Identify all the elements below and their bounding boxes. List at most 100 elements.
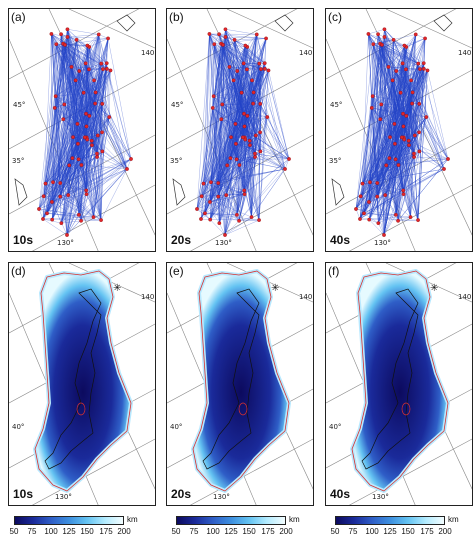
station-marker — [75, 122, 80, 126]
resolution-map — [167, 263, 313, 505]
raypath-line — [368, 33, 407, 48]
station-marker — [391, 37, 396, 42]
station-marker — [208, 200, 212, 204]
lat-label: 35° — [12, 157, 25, 165]
raypath-line — [392, 69, 407, 81]
raypath-line — [204, 213, 260, 221]
raypath-line — [203, 80, 234, 184]
raypath-line — [51, 33, 62, 224]
raypath-line — [243, 34, 257, 64]
colorbar: km 50 75 100 125 150 175 200 — [331, 515, 461, 544]
raypath-line — [404, 38, 426, 46]
colorbar-tick: 100 — [44, 527, 58, 536]
station-marker — [367, 200, 371, 204]
station-marker — [210, 106, 215, 110]
raypath-line — [377, 63, 424, 197]
station-marker — [229, 135, 233, 140]
station-marker — [85, 43, 90, 48]
station-marker — [216, 194, 221, 199]
raypath-line — [51, 33, 64, 120]
station-marker — [76, 141, 80, 146]
station-marker — [54, 42, 59, 47]
raypath-line — [88, 69, 93, 146]
raypath-line — [210, 182, 220, 224]
raypath-line — [42, 218, 68, 236]
raypath-line — [235, 123, 256, 136]
raypath-line — [247, 63, 265, 116]
raypath-line — [360, 182, 371, 197]
lon-label: 140° — [299, 293, 313, 301]
raypath-line — [369, 80, 412, 183]
raypath-line — [241, 92, 286, 170]
raypath-line — [426, 116, 445, 170]
raypath-line — [403, 151, 420, 191]
station-marker — [421, 61, 426, 66]
raypath-line — [222, 70, 238, 105]
lat-label: 40° — [12, 423, 25, 431]
raypath-line — [87, 139, 128, 170]
station-marker — [248, 143, 252, 148]
coastline — [202, 288, 260, 470]
raypath-line — [372, 68, 421, 97]
station-marker — [66, 193, 71, 197]
raypath-line — [46, 164, 82, 214]
raypath-line — [235, 143, 256, 154]
station-marker — [375, 194, 380, 199]
station-marker — [362, 211, 366, 216]
raypath-line — [371, 107, 399, 166]
raypath-line — [355, 36, 385, 210]
colorbar-gradient — [14, 516, 124, 525]
station-marker — [52, 106, 57, 110]
colorbar-tick: 75 — [189, 527, 199, 536]
station-marker — [265, 115, 270, 119]
station-marker — [402, 137, 407, 142]
compass-rose-icon: ✳ — [271, 283, 280, 294]
raypath-line — [196, 96, 214, 210]
lon-label: 130° — [57, 239, 74, 247]
raypath-line — [398, 151, 420, 166]
lat-label: 40° — [329, 423, 342, 431]
raypath-line — [408, 116, 427, 146]
raypath-line — [42, 137, 86, 220]
station-marker — [70, 156, 75, 160]
raypath-line — [213, 96, 219, 184]
station-marker — [283, 167, 287, 171]
station-marker — [65, 27, 70, 32]
station-marker — [221, 43, 225, 47]
raypath-line — [45, 116, 110, 184]
graticule-line — [226, 263, 313, 303]
raypath-line — [237, 70, 261, 152]
station-marker — [219, 117, 224, 122]
station-marker — [95, 151, 99, 156]
raypath-line — [87, 63, 102, 140]
station-marker — [257, 218, 261, 222]
raypath-line — [107, 38, 132, 160]
raypath-line — [91, 144, 103, 152]
raypath-line — [42, 196, 61, 220]
lon-label: 140° — [458, 293, 472, 301]
station-marker — [400, 135, 404, 140]
raypath-line — [388, 66, 416, 136]
raypath-line — [233, 80, 252, 218]
raypath-line — [403, 38, 426, 195]
raypath-line — [371, 107, 395, 125]
raypath-line — [222, 44, 248, 70]
station-marker — [53, 94, 58, 99]
station-marker — [245, 67, 249, 72]
raypath-line — [234, 39, 265, 64]
raypath-line — [69, 103, 103, 166]
station-marker — [79, 163, 84, 167]
raypath-line — [212, 107, 238, 215]
raypath-line — [85, 34, 99, 114]
station-marker — [245, 114, 250, 118]
lon-label: 130° — [374, 239, 391, 247]
station-marker — [250, 78, 254, 83]
raypath-line — [408, 103, 413, 141]
raypath-line — [400, 46, 407, 93]
station-marker — [228, 156, 233, 160]
raypath-line — [67, 34, 99, 38]
lat-label: 35° — [329, 157, 342, 165]
raypath-line — [226, 190, 245, 196]
raypath-line — [222, 44, 261, 133]
station-marker — [65, 233, 69, 237]
